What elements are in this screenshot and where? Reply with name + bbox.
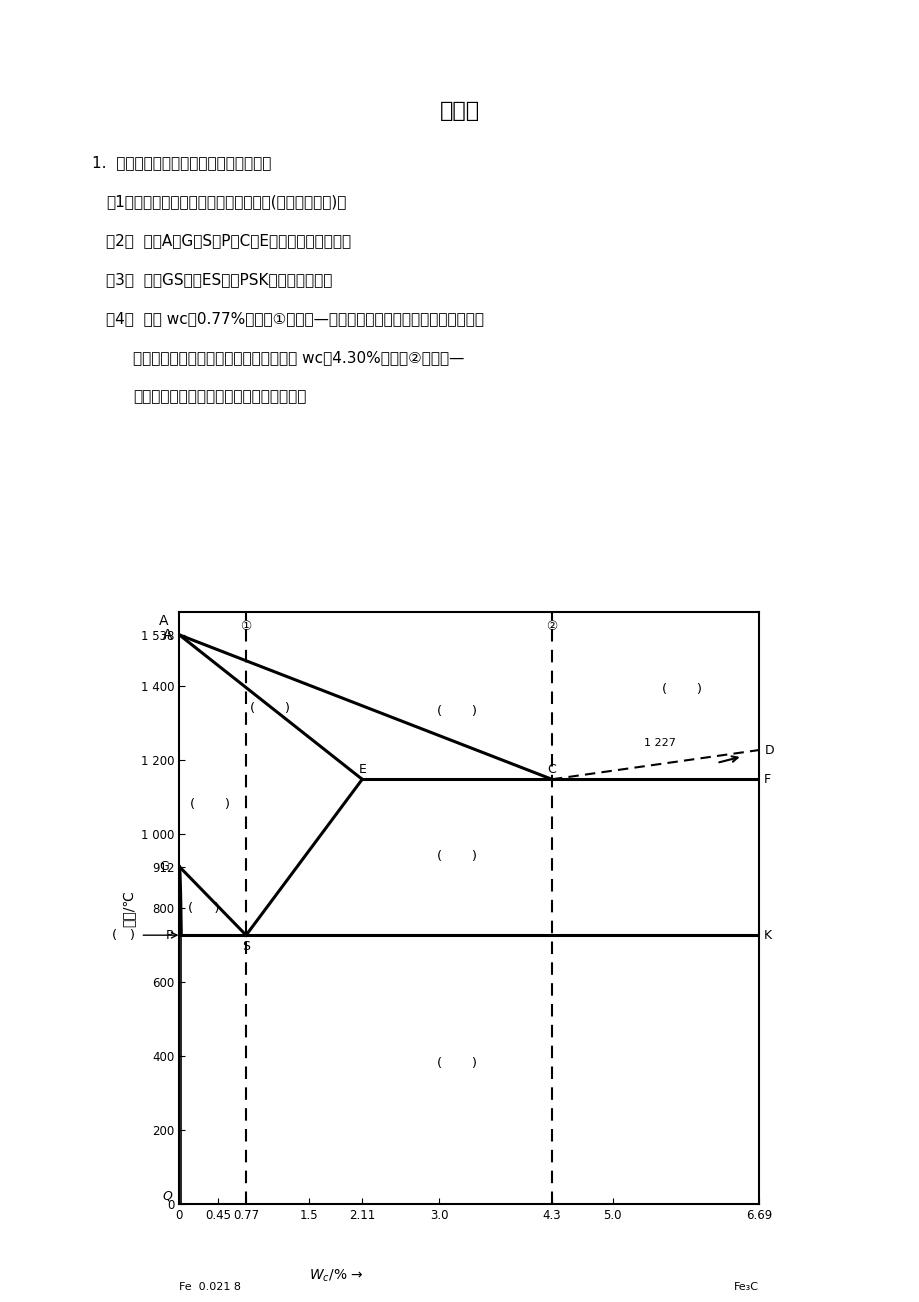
Text: S: S [242,940,250,953]
Text: (       ): ( ) [661,684,701,697]
Text: A: A [159,615,168,628]
Text: （1）请在图中空白区域标出各相区的相(写在圆括号内)；: （1）请在图中空白区域标出各相区的相(写在圆括号内)； [106,194,346,210]
Text: ①: ① [240,620,252,633]
Text: A: A [163,628,172,642]
Text: 1 227: 1 227 [643,738,675,749]
Text: C: C [547,763,556,776]
Text: $W_c$/% →: $W_c$/% → [309,1267,364,1284]
Text: (   ): ( ) [111,928,134,941]
Text: G: G [159,861,168,874]
Text: Fe  0.021 8: Fe 0.021 8 [179,1282,241,1292]
Text: （2）  写出A、G、S、P、C、E点各自代表的意义；: （2） 写出A、G、S、P、C、E点各自代表的意义； [106,233,350,249]
Text: P: P [165,928,173,941]
Text: (       ): ( ) [250,702,290,715]
Text: (     ): ( ) [187,902,219,914]
Text: (       ): ( ) [437,706,476,719]
Text: Q: Q [163,1190,172,1203]
Text: (       ): ( ) [437,1057,476,1070]
Text: Fe₃C: Fe₃C [733,1282,758,1292]
Text: D: D [765,743,774,756]
Text: （3）  写出GS线、ES线、PSK线代表的含义；: （3） 写出GS线、ES线、PSK线代表的含义； [106,272,332,288]
Text: E: E [357,763,366,776]
Y-axis label: 温度/℃: 温度/℃ [121,889,135,927]
Text: 1.  下图所示为经简化了的铁碳合金相图：: 1. 下图所示为经简化了的铁碳合金相图： [92,155,271,171]
Text: (       ): ( ) [437,850,476,863]
Text: ②: ② [546,620,557,633]
Text: K: K [763,928,771,941]
Text: 碳合金从液态平衡冷却至室温的结晶过程。: 碳合金从液态平衡冷却至室温的结晶过程。 [133,389,306,405]
Text: 第五章: 第五章 [439,100,480,121]
Text: (       ): ( ) [189,798,230,811]
Text: 程，并计算室温时两相的相对含量；分析 wc＝4.30%（虚线②）的铁—: 程，并计算室温时两相的相对含量；分析 wc＝4.30%（虚线②）的铁— [133,350,464,366]
Text: （4）  分析 wc＝0.77%（虚线①）的铁—碳合金从液态平衡冷却至室温的结晶过: （4） 分析 wc＝0.77%（虚线①）的铁—碳合金从液态平衡冷却至室温的结晶过 [106,311,483,327]
Text: F: F [763,773,769,786]
